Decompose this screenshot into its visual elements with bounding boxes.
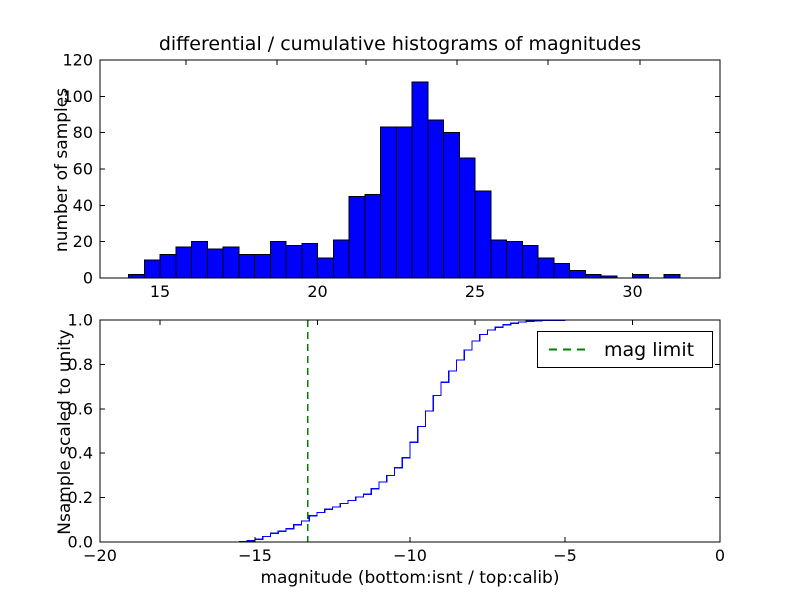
top-plot-ytick-label: 40 xyxy=(73,196,93,215)
histogram-bar xyxy=(663,273,681,279)
histogram-bar xyxy=(395,126,413,279)
bottom-plot-xtick-label: −15 xyxy=(238,546,272,565)
histogram-bar xyxy=(411,81,429,279)
bottom-plot-ytick-label: 0.8 xyxy=(68,355,93,374)
histogram-bar xyxy=(569,270,586,279)
top-plot-ytick-label: 0 xyxy=(83,269,93,288)
histogram-bar xyxy=(285,244,303,279)
bottom-plot-ytick-label: 0.4 xyxy=(68,444,93,463)
cumulative-curve xyxy=(100,319,720,543)
legend-label: mag limit xyxy=(604,339,695,361)
figure-title: differential / cumulative histograms of … xyxy=(158,33,642,55)
histogram-bar xyxy=(584,273,602,279)
top-plot-ytick-label: 120 xyxy=(62,51,93,70)
histogram-bar xyxy=(238,253,255,279)
histogram-bar xyxy=(348,195,366,279)
histogram-bar xyxy=(427,119,444,279)
bottom-plot-ytick-label: 0.0 xyxy=(68,533,93,552)
histogram-bar xyxy=(506,241,523,279)
histogram-bar xyxy=(380,126,397,279)
bottom-plot-xtick-label: −10 xyxy=(393,546,427,565)
histogram-bar xyxy=(458,157,476,279)
bottom-plot-ytick-label: 1.0 xyxy=(68,311,93,330)
histogram-bar xyxy=(443,132,460,279)
histogram-bar xyxy=(143,259,161,279)
histogram-bar xyxy=(537,257,555,279)
top-plot-xtick-label: 30 xyxy=(622,282,642,301)
bottom-plot-ytick-label: 0.6 xyxy=(68,399,93,418)
histogram-bar xyxy=(632,273,649,279)
histogram-bar xyxy=(159,253,177,279)
histogram-bar xyxy=(553,262,570,279)
histogram-bar xyxy=(191,241,208,279)
histogram-bar xyxy=(175,246,192,279)
histogram-bar xyxy=(269,241,287,279)
bottom-plot-ylabel: Nsample scaled to unity xyxy=(55,329,75,535)
top-plot-xtick-label: 15 xyxy=(150,282,170,301)
histogram-bar xyxy=(364,193,381,279)
histogram-bar xyxy=(332,239,350,279)
histogram-bar xyxy=(521,244,539,279)
histogram-bar xyxy=(317,257,334,279)
top-plot-xtick-label: 25 xyxy=(465,282,485,301)
top-plot-ylabel: number of samples xyxy=(52,87,72,253)
top-plot-ytick-label: 60 xyxy=(73,160,93,179)
histogram-bar xyxy=(222,246,240,279)
bottom-plot-ytick-label: 0.2 xyxy=(68,488,93,507)
histogram-bar xyxy=(490,239,507,279)
histogram-bar xyxy=(206,248,224,279)
histogram-bar xyxy=(128,273,145,279)
bottom-plot-xtick-label: −5 xyxy=(553,546,577,565)
top-plot-ytick-label: 20 xyxy=(73,232,93,251)
bottom-plot-xtick-label: 0 xyxy=(715,546,725,565)
histogram-bar xyxy=(301,242,318,279)
top-plot-xtick-label: 20 xyxy=(307,282,327,301)
bottom-plot-xtick-label: −20 xyxy=(83,546,117,565)
top-plot-ytick-label: 80 xyxy=(73,123,93,142)
histogram-bar xyxy=(474,190,492,279)
bottom-plot-xlabel: magnitude (bottom:isnt / top:calib) xyxy=(260,568,560,588)
histogram-bar xyxy=(254,253,271,279)
top-plot-ytick-label: 100 xyxy=(62,87,93,106)
